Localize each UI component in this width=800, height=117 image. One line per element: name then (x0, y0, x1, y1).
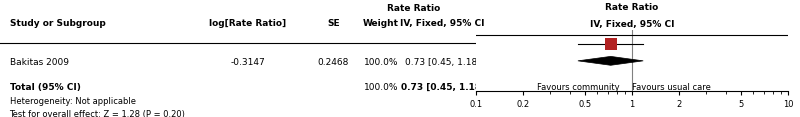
Text: 100.0%: 100.0% (363, 83, 398, 92)
Text: 0.73 [0.45, 1.18]: 0.73 [0.45, 1.18] (401, 83, 485, 92)
Text: Bakitas 2009: Bakitas 2009 (10, 58, 69, 66)
Text: Rate Ratio: Rate Ratio (387, 4, 441, 13)
Text: log[Rate Ratio]: log[Rate Ratio] (209, 19, 286, 28)
Text: Favours usual care: Favours usual care (632, 83, 711, 92)
Text: IV, Fixed, 95% CI: IV, Fixed, 95% CI (590, 20, 674, 29)
Text: -0.3147: -0.3147 (230, 58, 265, 66)
Text: Weight: Weight (363, 19, 398, 28)
Point (604, 44, 617, 45)
Text: SE: SE (327, 19, 339, 28)
Text: 100.0%: 100.0% (363, 58, 398, 66)
Text: Favours community: Favours community (537, 83, 619, 92)
Text: IV, Fixed, 95% CI: IV, Fixed, 95% CI (401, 19, 485, 28)
Text: Heterogeneity: Not applicable: Heterogeneity: Not applicable (10, 97, 135, 106)
Text: Test for overall effect: Z = 1.28 (P = 0.20): Test for overall effect: Z = 1.28 (P = 0… (10, 110, 186, 117)
Polygon shape (578, 56, 643, 65)
Text: 0.2468: 0.2468 (318, 58, 349, 66)
Text: Study or Subgroup: Study or Subgroup (10, 19, 106, 28)
Text: Total (95% CI): Total (95% CI) (10, 83, 80, 92)
Text: 0.73 [0.45, 1.18]: 0.73 [0.45, 1.18] (405, 58, 481, 66)
Text: Rate Ratio: Rate Ratio (606, 3, 658, 12)
